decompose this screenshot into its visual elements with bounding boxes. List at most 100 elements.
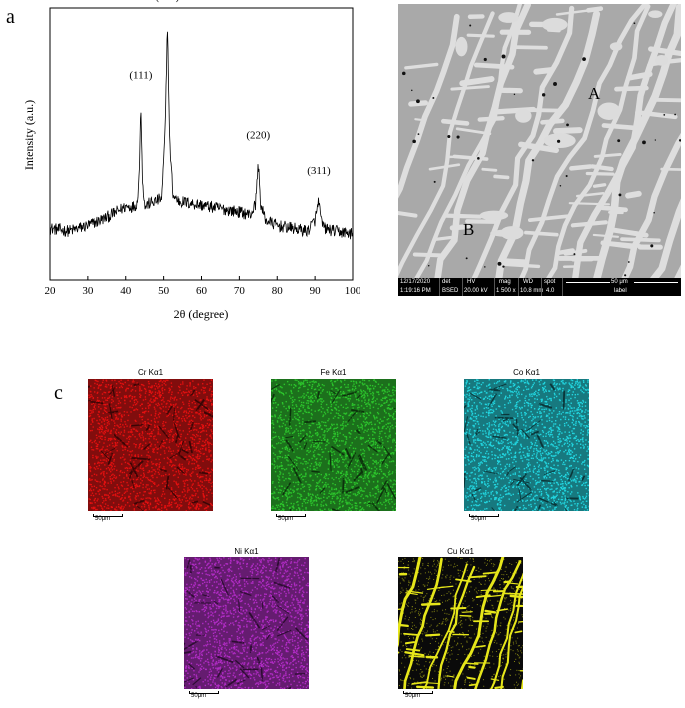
eds-dot	[180, 468, 183, 470]
eds-dot	[163, 505, 166, 507]
eds-dot	[554, 423, 557, 425]
eds-dot	[379, 418, 382, 420]
sem-pore	[433, 180, 436, 183]
eds-dot	[205, 471, 207, 473]
eds-dot	[203, 495, 205, 497]
eds-dot	[194, 459, 196, 462]
eds-dot	[289, 464, 291, 466]
eds-dot	[301, 483, 304, 486]
eds-dot	[508, 453, 510, 456]
eds-dot	[306, 434, 308, 436]
eds-dot	[172, 450, 175, 452]
eds-dot	[377, 391, 379, 394]
eds-dot	[507, 447, 509, 449]
eds-dot	[148, 423, 151, 425]
eds-dot	[199, 455, 201, 457]
eds-dot	[289, 478, 291, 480]
eds-dot	[530, 505, 533, 508]
eds-dot	[388, 470, 391, 472]
sem-pore	[411, 89, 413, 92]
eds-dot	[100, 462, 103, 464]
eds-dot	[335, 387, 337, 390]
eds-dot	[150, 461, 153, 463]
eds-dot	[372, 401, 374, 404]
eds-dot	[378, 435, 380, 438]
eds-dot	[304, 443, 306, 446]
eds-dot	[377, 488, 379, 491]
eds-dot	[513, 427, 516, 429]
eds-dot	[178, 385, 180, 388]
eds-dot	[209, 420, 212, 422]
eds-dot	[102, 497, 104, 499]
eds-dot	[339, 397, 341, 399]
eds-dot	[587, 419, 589, 421]
eds-dot	[153, 418, 156, 420]
eds-dot	[505, 487, 507, 490]
eds-dot	[557, 389, 559, 391]
eds-dot	[341, 505, 344, 508]
eds-dot	[180, 435, 182, 438]
eds-dot	[389, 407, 391, 410]
eds-dot	[554, 508, 556, 510]
eds-dot	[96, 397, 99, 399]
eds-dot	[292, 436, 295, 439]
eds-scalebar-fe: 50μm	[276, 514, 306, 523]
eds-dot	[309, 493, 311, 495]
eds-dot	[355, 482, 357, 484]
eds-dot	[547, 497, 549, 499]
eds-dot	[113, 468, 115, 470]
eds-dot	[177, 421, 179, 423]
eds-dot	[198, 503, 200, 506]
eds-dot	[469, 418, 471, 420]
eds-boundary-line	[355, 429, 361, 435]
eds-dot	[371, 423, 373, 426]
sem-pore	[559, 184, 562, 187]
eds-dot	[373, 471, 375, 474]
eds-dot	[319, 487, 321, 489]
eds-dot	[178, 498, 181, 500]
eds-dot	[531, 395, 533, 397]
eds-dot	[286, 497, 289, 500]
eds-dot	[325, 474, 328, 477]
eds-dot	[300, 438, 302, 440]
eds-dot	[164, 427, 166, 430]
eds-dot	[192, 408, 194, 411]
eds-dot	[152, 429, 155, 431]
eds-dot	[175, 498, 177, 500]
eds-dot	[88, 479, 90, 481]
eds-dot	[549, 405, 551, 407]
eds-dot	[156, 425, 159, 427]
eds-dot	[303, 490, 305, 493]
eds-dot	[179, 429, 181, 432]
eds-dot	[390, 498, 392, 500]
eds-dot	[341, 470, 343, 472]
eds-dot	[137, 470, 139, 472]
eds-dot	[136, 484, 138, 486]
eds-dot	[193, 458, 196, 461]
eds-dot	[548, 433, 550, 436]
eds-dot	[498, 449, 500, 451]
eds-dot	[297, 457, 299, 459]
eds-dot	[271, 407, 274, 409]
databar-spot-label: spot	[544, 279, 556, 285]
eds-dot	[377, 426, 380, 428]
eds-dot	[353, 451, 355, 453]
eds-dot	[549, 409, 551, 412]
eds-boundary-line	[108, 410, 119, 414]
eds-dot	[104, 493, 106, 496]
eds-dot	[328, 442, 330, 444]
eds-dot	[288, 383, 290, 386]
eds-dot	[584, 411, 586, 413]
eds-dot	[314, 433, 317, 435]
eds-dot	[534, 401, 536, 404]
eds-dot	[138, 445, 141, 448]
eds-dot	[365, 384, 368, 387]
eds-dot	[467, 458, 469, 461]
eds-dot	[393, 439, 396, 442]
eds-dot	[539, 383, 541, 386]
eds-dot	[175, 434, 178, 436]
sem-branch	[593, 153, 622, 158]
eds-dot	[276, 443, 278, 445]
eds-dot	[373, 438, 375, 440]
eds-dot	[310, 436, 313, 438]
